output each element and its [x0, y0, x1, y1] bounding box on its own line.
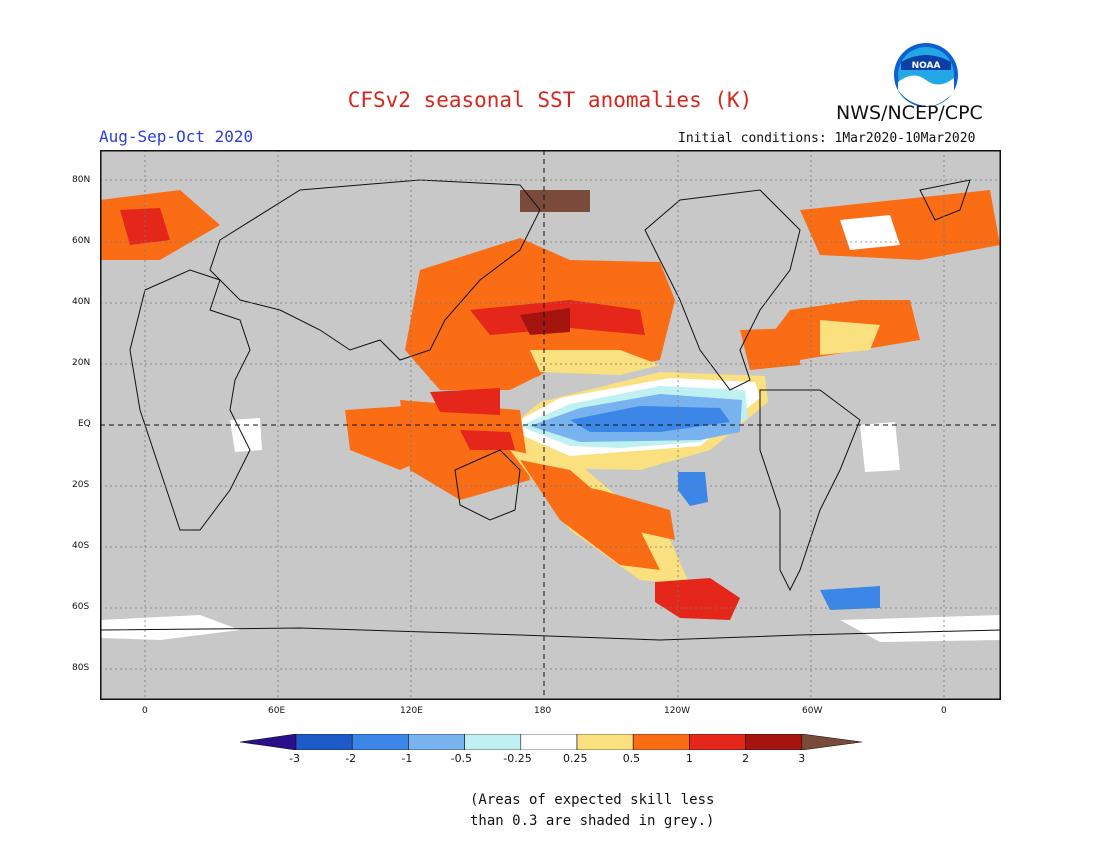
lat-label: 60N: [72, 236, 91, 246]
lat-label: 60S: [72, 602, 90, 612]
lat-label: EQ: [78, 419, 91, 429]
colorbar-segment: [408, 733, 465, 751]
map-frame: [99, 149, 1002, 701]
lon-label: 60W: [802, 706, 823, 716]
lon-label: 120W: [664, 706, 691, 716]
colorbar-tick-label: 1: [685, 752, 693, 765]
season-label: Aug-Sep-Oct 2020: [99, 127, 254, 146]
lon-label: 60E: [268, 706, 286, 716]
colorbar-segment: [351, 733, 409, 751]
lon-label: 0: [142, 706, 148, 716]
colorbar-tick-label: 0.5: [622, 752, 641, 765]
lat-label: 80S: [72, 663, 90, 673]
coastlines: [99, 179, 1002, 641]
note-line: (Areas of expected skill less: [470, 792, 715, 808]
colorbar-segment: [576, 733, 634, 751]
colorbar-segment: [689, 733, 746, 751]
colorbar-tick-label: -0.25: [503, 752, 532, 765]
equator-dateline: [100, 150, 1001, 700]
colorbar-tick-label: 0.25: [563, 752, 588, 765]
skill-note: (Areas of expected skill less than 0.3 a…: [470, 790, 730, 832]
warm-anomaly-atlantic: [740, 190, 1000, 370]
colorbar-tick-label: 3: [798, 752, 806, 765]
initial-conditions-label: Initial conditions: 1Mar2020-10Mar2020: [678, 131, 976, 146]
colorbar-segment: [632, 733, 690, 751]
colorbar-tick-label: -1: [401, 752, 413, 765]
lat-label: 80N: [72, 175, 91, 185]
lon-label: 120E: [400, 706, 423, 716]
colorbar-segment: [745, 733, 803, 751]
colorbar-segment: [464, 733, 522, 751]
lon-label: 180: [534, 706, 552, 716]
sst-anomaly-map: [99, 149, 1002, 701]
lat-label: 20N: [72, 358, 91, 368]
colorbar-segment: [520, 733, 578, 751]
lat-label: 20S: [72, 480, 90, 490]
colorbar-tick-label: -0.5: [450, 752, 473, 765]
lat-label: 40S: [72, 541, 90, 551]
colorbar-segment: [295, 733, 353, 751]
colorbar-arrow-low: [239, 733, 297, 751]
map-title: CFSv2 seasonal SST anomalies (K): [347, 88, 753, 112]
agency-label: NWS/NCEP/CPC: [836, 102, 983, 124]
noaa-logo-text: NOAA: [912, 61, 941, 71]
colorbar-tick-label: -2: [345, 752, 357, 765]
colorbar-tick-label: -3: [289, 752, 300, 765]
lat-label: 40N: [72, 297, 91, 307]
colorbar: [239, 733, 863, 751]
colorbar-tick-label: 2: [742, 752, 750, 765]
cold-anomaly-region: [495, 372, 768, 506]
lon-label: 0: [941, 706, 947, 716]
colorbar-arrow-high: [801, 733, 863, 751]
note-line: than 0.3 are shaded in grey.): [470, 813, 715, 829]
noaa-logo: NOAA: [893, 42, 959, 108]
